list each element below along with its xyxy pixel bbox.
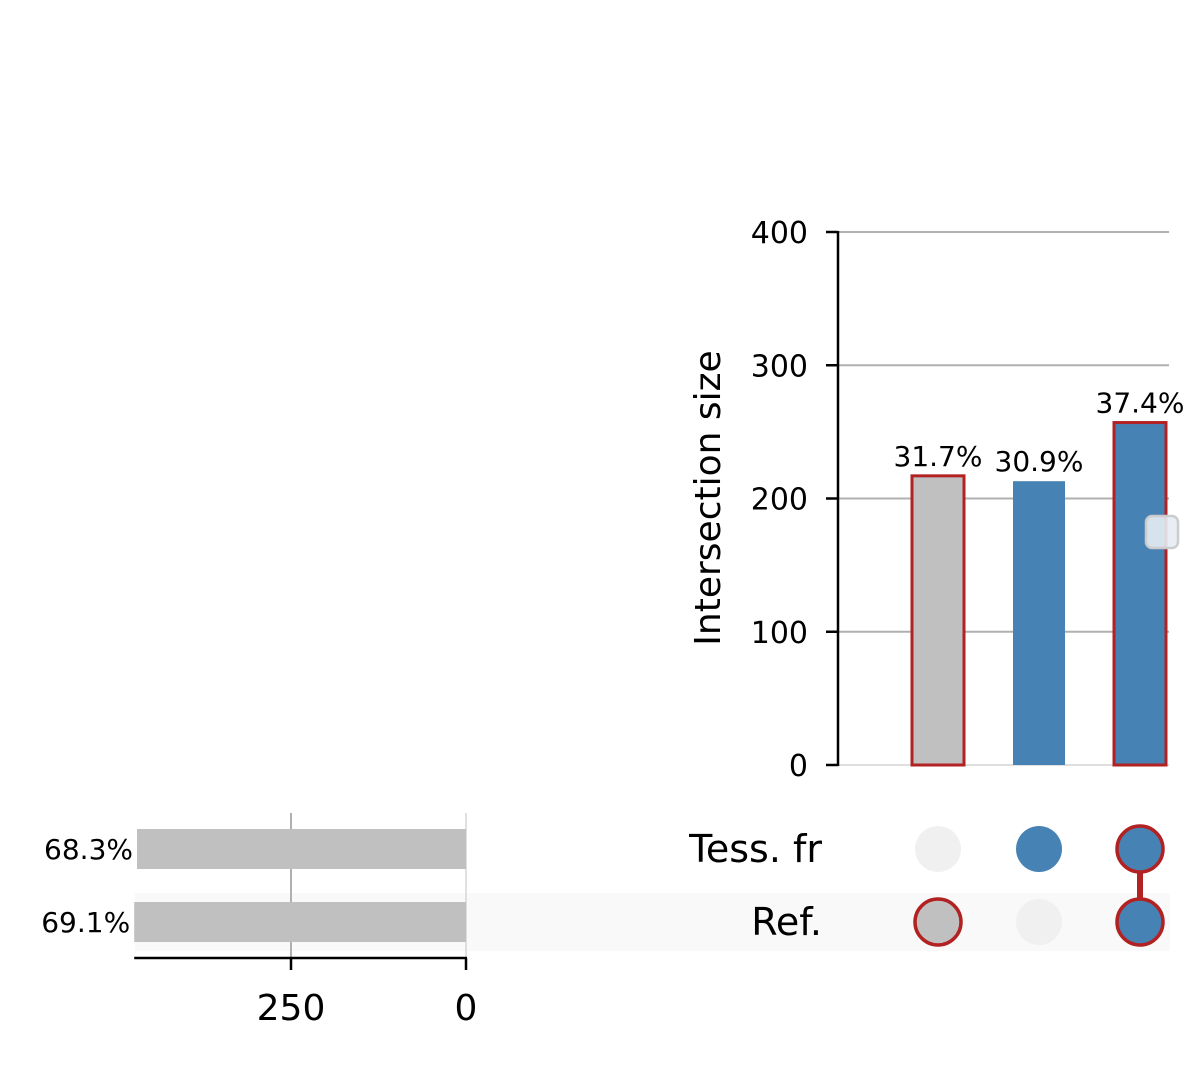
intersection-bar-label-1: 31.7% bbox=[894, 440, 983, 473]
set-name-labels: Tess. fr Ref. bbox=[688, 827, 822, 944]
matrix-dot-1-2 bbox=[913, 897, 963, 947]
y-tick-label-400: 400 bbox=[751, 216, 808, 251]
set-size-x-axis: 250 0 bbox=[134, 956, 478, 1029]
set-size-bars: 68.3% 69.1% bbox=[41, 813, 467, 958]
intersection-bar-2 bbox=[1013, 481, 1065, 765]
matrix-dot-2-2 bbox=[1016, 899, 1062, 945]
intersection-bars bbox=[910, 421, 1168, 767]
intersection-y-axis: 0 100 200 300 400 bbox=[751, 216, 840, 784]
totals-tick-label-250: 250 bbox=[257, 988, 326, 1029]
matrix-dot-2-1 bbox=[1016, 826, 1062, 872]
intersection-matrix bbox=[913, 824, 1165, 947]
y-tick-label-300: 300 bbox=[751, 349, 808, 384]
totals-tick-label-0: 0 bbox=[455, 988, 478, 1029]
set-name-2: Ref. bbox=[751, 900, 822, 944]
matrix-dot-3-2 bbox=[1115, 897, 1165, 947]
matrix-dot-1-1 bbox=[915, 826, 961, 872]
set-size-label-2: 69.1% bbox=[41, 906, 130, 939]
intersection-y-axis-label: Intersection size bbox=[688, 350, 729, 645]
matrix-dot-3-1 bbox=[1115, 824, 1165, 874]
y-tick-label-100: 100 bbox=[751, 616, 808, 651]
y-tick-label-200: 200 bbox=[751, 483, 808, 518]
set-size-bar-2 bbox=[134, 902, 466, 942]
intersection-bar-labels: 31.7% 30.9% 37.4% bbox=[894, 387, 1185, 479]
intersection-bar-label-2: 30.9% bbox=[995, 445, 1084, 478]
set-size-label-1: 68.3% bbox=[44, 833, 133, 866]
legend-box bbox=[1144, 514, 1180, 550]
set-size-bar-1 bbox=[137, 829, 466, 869]
intersection-bar-3 bbox=[1112, 421, 1168, 767]
intersection-bar-label-3: 37.4% bbox=[1096, 387, 1185, 420]
intersection-bar-1 bbox=[910, 474, 966, 767]
set-name-1: Tess. fr bbox=[688, 827, 822, 871]
y-tick-label-0: 0 bbox=[789, 749, 808, 784]
